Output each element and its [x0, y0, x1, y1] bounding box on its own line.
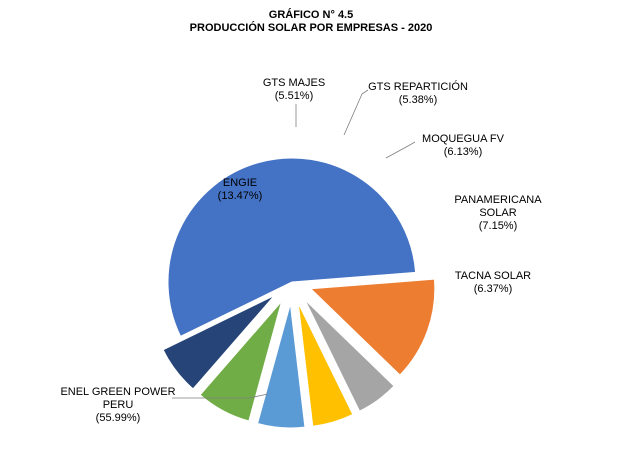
- slice-name-label: MOQUEGUA FV: [422, 133, 505, 145]
- pie-slice-engie: [309, 278, 436, 376]
- pie-slice-panamericana-solar: [199, 301, 283, 422]
- slice-value-label: (6.37%): [474, 283, 513, 295]
- slice-label-moquegua-fv: MOQUEGUA FV(6.13%): [422, 133, 505, 158]
- leader-line-gts-reparticion: [343, 89, 369, 136]
- slice-name-label: ENGIE: [223, 177, 257, 189]
- chart-subtitle: PRODUCCIÓN SOLAR POR EMPRESAS - 2020: [189, 22, 433, 34]
- slice-name-label: PANAMERICANA: [454, 194, 542, 206]
- pie-slice-gts-reparticion: [297, 302, 354, 427]
- slice-value-label: (13.47%): [218, 190, 263, 202]
- slice-value-label: (6.13%): [444, 146, 483, 158]
- slice-name-label: GTS MAJES: [263, 77, 325, 89]
- slice-value-label: (55.99%): [96, 412, 141, 424]
- slice-label-engie: ENGIE(13.47%): [218, 177, 263, 202]
- leader-line-moquegua-fv: [385, 141, 416, 159]
- slice-name-label: ENEL GREEN POWER: [60, 386, 175, 398]
- leader-line-enel-green-power: [172, 393, 269, 399]
- slice-name-label: PERU: [103, 399, 134, 411]
- slice-value-label: (5.38%): [399, 94, 438, 106]
- pie-slice-gts-majes: [304, 299, 395, 412]
- slice-label-gts-majes: GTS MAJES(5.51%): [263, 77, 325, 102]
- slice-value-label: (7.15%): [479, 220, 518, 232]
- chart-title: GRÁFICO N° 4.5: [268, 9, 354, 21]
- slice-name-label: SOLAR: [479, 207, 516, 219]
- slice-label-gts-reparticion: GTS REPARTICIÓN(5.38%): [368, 80, 468, 106]
- slice-value-label: (5.51%): [275, 90, 314, 102]
- slice-name-label: TACNA SOLAR: [455, 270, 531, 282]
- pie-slice-moquegua-fv: [256, 303, 306, 429]
- slice-label-tacna-solar: TACNA SOLAR(6.37%): [455, 270, 531, 295]
- pie-slice-tacna-solar: [162, 294, 275, 390]
- slice-name-label: GTS REPARTICIÓN: [368, 80, 468, 93]
- pie-slice-enel-green-power: [167, 157, 417, 338]
